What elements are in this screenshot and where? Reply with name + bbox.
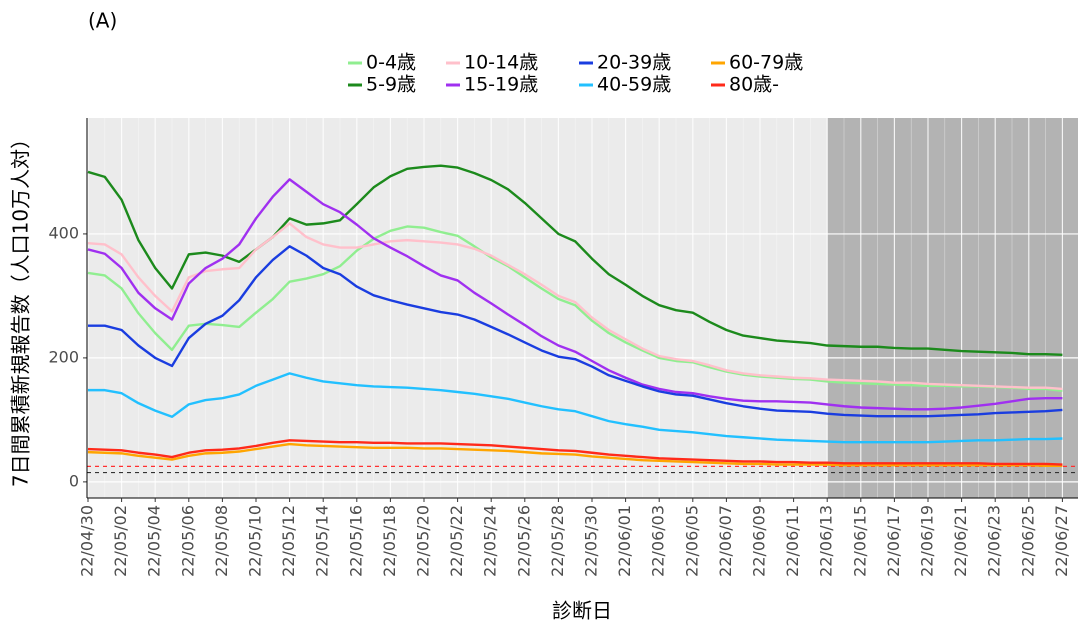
x-tick-label: 22/06/03 xyxy=(649,505,668,577)
series-line xyxy=(88,372,1063,444)
series-line xyxy=(87,164,1063,357)
legend-label: 5-9歳 xyxy=(366,74,416,96)
x-tick-label: 22/05/28 xyxy=(548,505,567,577)
x-tick-label: 22/06/13 xyxy=(817,505,836,577)
x-tick-label: 22/05/20 xyxy=(414,505,433,577)
legend-label: 20-39歳 xyxy=(597,52,671,74)
series-line xyxy=(87,225,1063,392)
y-tick-label: 400 xyxy=(48,223,79,242)
legend-label: 60-79歳 xyxy=(729,52,803,74)
x-axis-label: 診断日 xyxy=(552,599,612,623)
x-tick-label: 22/06/23 xyxy=(985,505,1004,577)
shaded-region xyxy=(827,118,1078,498)
x-tick-label: 22/06/15 xyxy=(850,505,869,577)
legend-label: 10-14歳 xyxy=(464,52,538,74)
x-tick-label: 22/05/08 xyxy=(212,505,231,577)
series-line xyxy=(87,442,1063,467)
x-tick-label: 22/06/09 xyxy=(750,505,769,577)
x-tick-label: 22/06/05 xyxy=(682,505,701,577)
chart-title: (A) xyxy=(88,9,117,33)
x-tick-label: 22/05/12 xyxy=(279,505,298,577)
legend-label: 0-4歳 xyxy=(366,52,416,74)
x-tick-label: 22/06/11 xyxy=(783,505,802,577)
series-line xyxy=(88,245,1063,418)
x-tick-label: 22/05/14 xyxy=(313,505,332,577)
y-axis-label: 7日間累積新規報告数（人口10万人対） xyxy=(9,129,33,487)
x-tick-label: 22/05/04 xyxy=(145,505,164,577)
series-line xyxy=(87,178,1063,411)
x-tick-label: 22/05/18 xyxy=(380,505,399,577)
y-tick-label: 200 xyxy=(48,347,79,366)
x-tick-label: 22/05/02 xyxy=(111,505,130,577)
x-tick-label: 22/06/17 xyxy=(884,505,903,577)
x-tick-label: 22/05/16 xyxy=(346,505,365,577)
series-line xyxy=(87,439,1063,466)
x-tick-label: 22/05/30 xyxy=(582,505,601,577)
x-tick-label: 22/06/27 xyxy=(1052,505,1071,577)
x-tick-label: 22/06/19 xyxy=(918,505,937,577)
y-tick-label: 0 xyxy=(69,471,79,490)
x-tick-label: 22/05/24 xyxy=(481,505,500,577)
legend-label: 15-19歳 xyxy=(464,74,538,96)
series-line xyxy=(87,222,1063,391)
x-tick-label: 22/05/26 xyxy=(514,505,533,577)
legend-label: 80歳- xyxy=(729,74,779,96)
x-tick-label: 22/06/21 xyxy=(951,505,970,577)
x-tick-label: 22/06/01 xyxy=(615,505,634,577)
x-tick-label: 22/06/25 xyxy=(1018,505,1037,577)
x-tick-label: 22/06/07 xyxy=(716,505,735,577)
x-tick-label: 22/05/22 xyxy=(447,505,466,577)
x-tick-label: 22/04/30 xyxy=(78,505,97,577)
x-tick-label: 22/05/06 xyxy=(178,505,197,577)
legend-label: 40-59歳 xyxy=(597,74,671,96)
x-tick-label: 22/05/10 xyxy=(246,505,265,577)
